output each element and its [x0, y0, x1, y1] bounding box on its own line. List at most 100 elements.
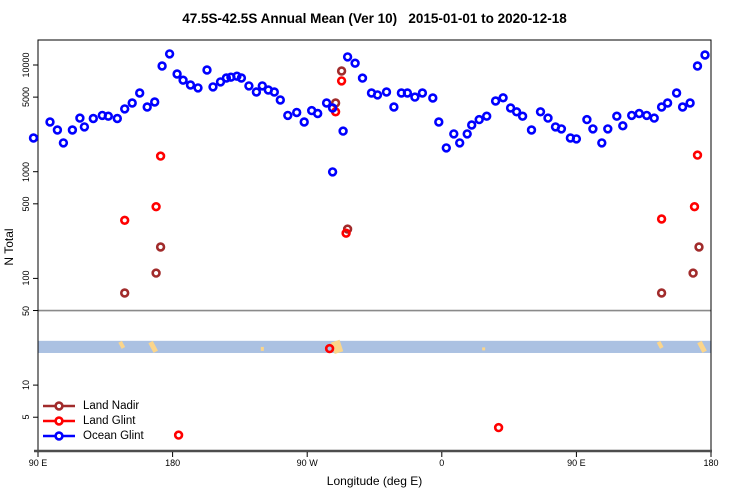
data-point-ocean-glint	[498, 93, 508, 103]
data-point-ocean-glint	[127, 98, 137, 108]
data-point-ocean-glint	[185, 80, 196, 90]
data-point-ocean-glint	[67, 125, 78, 135]
data-point-ocean-glint	[75, 113, 85, 123]
data-point-ocean-glint	[299, 117, 309, 127]
data-point-land-glint	[692, 150, 703, 160]
legend-item: Land Nadir	[42, 399, 144, 414]
data-point-land-nadir	[336, 66, 347, 76]
data-point-ocean-glint	[428, 93, 438, 103]
data-point-ocean-glint	[455, 138, 465, 148]
x-tick-label: 90 W	[296, 458, 318, 468]
data-point-land-nadir	[119, 288, 130, 298]
band-patch	[118, 340, 126, 349]
data-point-ocean-glint	[597, 138, 607, 148]
x-axis-title: Longitude (deg E)	[326, 474, 423, 488]
data-point-ocean-glint	[462, 129, 472, 139]
data-point-ocean-glint	[685, 98, 695, 108]
band-patch	[260, 346, 264, 351]
data-point-ocean-glint	[236, 73, 247, 83]
legend-marker-icon	[43, 401, 75, 412]
data-point-ocean-glint	[526, 125, 537, 135]
data-point-ocean-glint	[434, 117, 444, 127]
y-tick-label: 100	[21, 270, 31, 286]
data-point-ocean-glint	[208, 82, 218, 92]
data-point-ocean-glint	[45, 117, 55, 127]
data-point-land-glint	[173, 430, 184, 440]
data-point-land-glint	[336, 76, 347, 86]
data-point-ocean-glint	[269, 87, 279, 97]
legend-item: Ocean Glint	[42, 428, 144, 443]
y-axis-title: N Total	[2, 228, 16, 266]
data-point-ocean-glint	[603, 124, 613, 134]
data-point-ocean-glint	[662, 98, 673, 108]
data-point-ocean-glint	[28, 133, 39, 143]
data-point-ocean-glint	[474, 114, 484, 125]
legend: Land Nadir Land Glint Ocean Glint	[42, 399, 144, 443]
band-patch	[330, 339, 344, 354]
data-point-ocean-glint	[588, 124, 598, 134]
data-point-ocean-glint	[700, 50, 710, 60]
data-point-ocean-glint	[292, 107, 302, 118]
x-tick-label: 180	[703, 458, 719, 468]
data-point-ocean-glint	[641, 110, 652, 121]
data-point-ocean-glint	[202, 65, 212, 75]
data-point-land-nadir	[656, 288, 667, 298]
data-point-land-glint	[324, 343, 335, 354]
data-point-ocean-glint	[482, 111, 492, 121]
data-point-ocean-glint	[543, 113, 553, 123]
x-tick-label: 180	[165, 458, 181, 468]
y-tick-label: 1000	[21, 161, 31, 182]
data-point-ocean-glint	[511, 107, 522, 117]
x-tick-label: 90 E	[28, 458, 48, 468]
data-point-ocean-glint	[441, 143, 451, 153]
data-point-ocean-glint	[490, 96, 501, 106]
data-point-ocean-glint	[119, 104, 130, 114]
data-point-ocean-glint	[410, 92, 420, 102]
data-point-land-nadir	[688, 268, 698, 278]
y-tick-label: 50	[21, 305, 31, 316]
data-point-ocean-glint	[88, 113, 99, 124]
legend-marker-icon	[43, 431, 75, 441]
highlight-band	[38, 340, 711, 353]
data-point-land-glint	[689, 202, 700, 212]
data-point-ocean-glint	[338, 126, 348, 136]
data-point-ocean-glint	[313, 108, 323, 119]
data-point-ocean-glint	[157, 61, 167, 71]
data-point-ocean-glint	[612, 111, 622, 121]
data-point-ocean-glint	[692, 61, 703, 71]
y-tick-label: 10	[21, 380, 31, 391]
y-tick-label: 5	[21, 414, 31, 420]
data-point-ocean-glint	[283, 110, 293, 121]
x-tick-label: 90 E	[567, 458, 586, 468]
band-patch	[148, 340, 158, 353]
data-point-ocean-glint	[193, 83, 203, 93]
y-tick-label: 500	[21, 196, 31, 212]
data-point-ocean-glint	[449, 129, 459, 139]
data-point-ocean-glint	[327, 103, 338, 113]
x-tick-label: 0	[439, 458, 445, 468]
data-point-ocean-glint	[556, 124, 567, 134]
data-point-land-glint	[493, 422, 504, 433]
data-point-land-nadir	[155, 242, 166, 252]
data-point-ocean-glint	[232, 71, 242, 81]
data-point-land-nadir	[151, 268, 161, 278]
data-point-ocean-glint	[389, 102, 399, 112]
data-point-ocean-glint	[178, 75, 188, 85]
data-point-ocean-glint	[350, 58, 360, 68]
data-point-ocean-glint	[79, 122, 90, 132]
data-point-ocean-glint	[321, 98, 332, 108]
data-point-ocean-glint	[244, 81, 254, 91]
band-patch	[482, 347, 486, 351]
data-point-ocean-glint	[671, 88, 682, 98]
data-point-ocean-glint	[381, 87, 392, 97]
legend-label: Land Nadir	[83, 400, 140, 413]
data-point-ocean-glint	[251, 87, 262, 97]
chart-title: 47.5S-42.5S Annual Mean (Ver 10) 2015-01…	[182, 11, 567, 26]
data-point-ocean-glint	[164, 49, 175, 59]
data-point-land-glint	[151, 202, 161, 212]
data-point-ocean-glint	[327, 167, 338, 177]
data-point-land-glint	[119, 215, 130, 226]
data-point-ocean-glint	[677, 102, 688, 112]
